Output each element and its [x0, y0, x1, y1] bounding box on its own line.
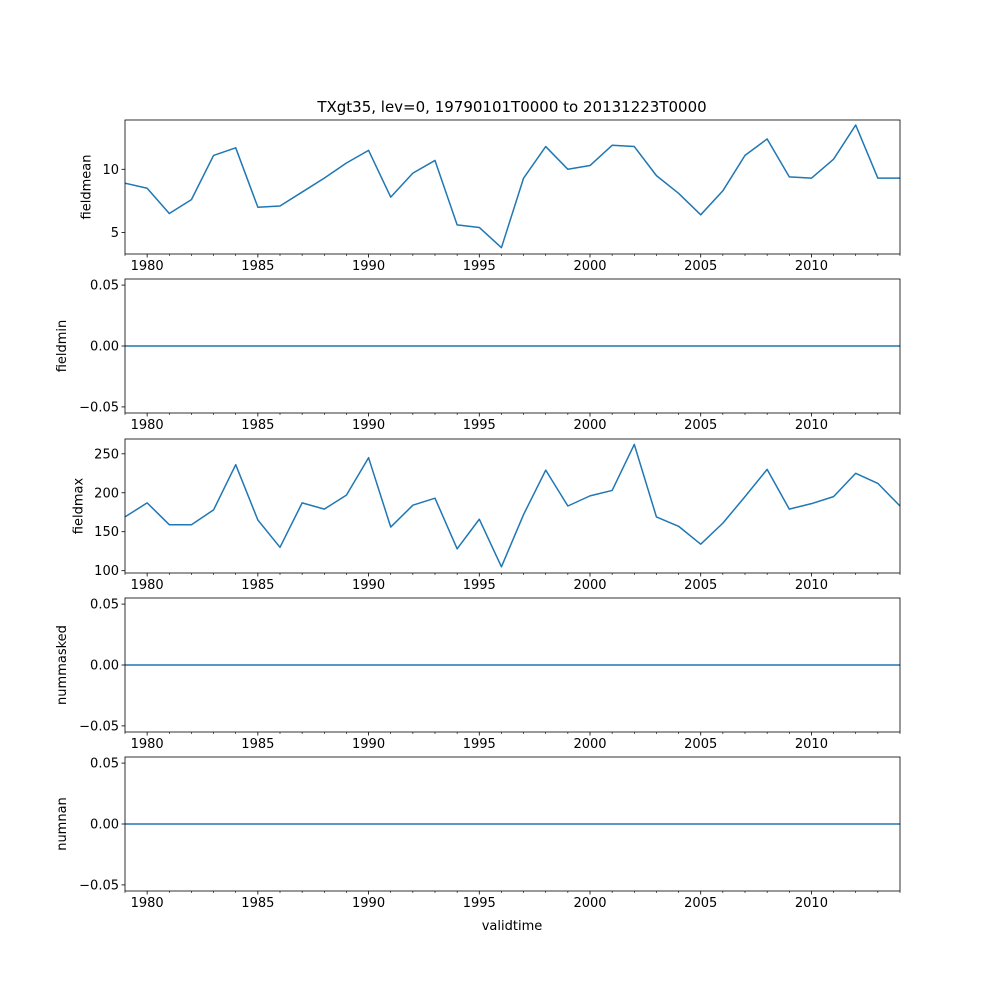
x-tick-label-fieldmean-1990: 1990	[352, 259, 385, 274]
y-tick-label-nummasked: 0.05	[90, 598, 119, 613]
x-tick-label-numnan-1985: 1985	[241, 896, 274, 911]
y-axis-label-fieldmean: fieldmean	[80, 155, 95, 220]
x-tick-label-numnan-1995: 1995	[463, 896, 496, 911]
y-tick-label-fieldmean: 10	[102, 163, 119, 178]
x-tick-label-fieldmin-2010: 2010	[795, 418, 828, 433]
x-tick-label-numnan-1990: 1990	[352, 896, 385, 911]
x-tick-label-numnan-1980: 1980	[131, 896, 164, 911]
y-axis-label-fieldmax: fieldmax	[71, 478, 86, 535]
x-tick-label-fieldmin-2000: 2000	[573, 418, 606, 433]
x-tick-label-fieldmax-1985: 1985	[241, 578, 274, 593]
series-line-fieldmean-0	[124, 124, 900, 249]
x-tick-label-nummasked-2000: 2000	[573, 737, 606, 752]
x-tick-label-fieldmean-2010: 2010	[795, 259, 828, 274]
subplot-fieldmax: 1980 1985 1990 1995 2000 2005 2010 100 150 200 250…	[71, 438, 901, 593]
x-tick-label-nummasked-2010: 2010	[795, 737, 828, 752]
y-tick-label-fieldmax: 200	[94, 486, 119, 501]
chart-title: TXgt35, lev=0, 19790101T0000 to 20131223…	[316, 98, 706, 116]
x-tick-label-fieldmax-2005: 2005	[684, 578, 717, 593]
x-tick-label-numnan-2000: 2000	[573, 896, 606, 911]
x-tick-label-fieldmean-1995: 1995	[463, 259, 496, 274]
x-tick-label-numnan-2005: 2005	[684, 896, 717, 911]
x-tick-label-fieldmean-1985: 1985	[241, 259, 274, 274]
y-tick-label-fieldmax: 100	[94, 564, 119, 579]
y-axis-label-numnan: numnan	[55, 797, 70, 851]
axes-frame-fieldmax	[124, 438, 901, 574]
y-tick-label-fieldmean: 5	[111, 226, 119, 241]
x-tick-label-fieldmin-1985: 1985	[241, 418, 274, 433]
y-tick-label-numnan: 0.05	[90, 757, 119, 772]
axes-frame-fieldmean	[124, 119, 901, 255]
x-tick-label-fieldmax-1990: 1990	[352, 578, 385, 593]
y-tick-label-fieldmax: 150	[94, 525, 119, 540]
y-tick-label-numnan: −0.05	[79, 878, 119, 893]
y-tick-label-fieldmin: 0.05	[90, 279, 119, 294]
x-tick-label-nummasked-1995: 1995	[463, 737, 496, 752]
x-tick-label-fieldmax-1980: 1980	[131, 578, 164, 593]
x-tick-label-numnan-2010: 2010	[795, 896, 828, 911]
x-tick-label-nummasked-2005: 2005	[684, 737, 717, 752]
x-axis-label: validtime	[482, 919, 543, 934]
x-tick-label-fieldmin-1980: 1980	[131, 418, 164, 433]
x-tick-label-fieldmean-1980: 1980	[131, 259, 164, 274]
y-tick-label-numnan: 0.00	[90, 818, 119, 833]
subplot-fieldmin: 1980 1985 1990 1995 2000 2005 2010 −0.05 0.00 0.0…	[55, 279, 901, 433]
y-axis-label-nummasked: nummasked	[55, 625, 70, 705]
y-tick-label-fieldmax: 250	[94, 447, 119, 462]
y-tick-label-fieldmin: −0.05	[79, 400, 119, 415]
x-tick-label-fieldmean-2005: 2005	[684, 259, 717, 274]
x-tick-label-fieldmax-2000: 2000	[573, 578, 606, 593]
x-tick-label-fieldmax-2010: 2010	[795, 578, 828, 593]
x-tick-label-fieldmin-1990: 1990	[352, 418, 385, 433]
x-tick-label-fieldmin-2005: 2005	[684, 418, 717, 433]
x-tick-label-nummasked-1985: 1985	[241, 737, 274, 752]
series-line-fieldmax-0	[124, 443, 901, 568]
x-tick-label-nummasked-1980: 1980	[131, 737, 164, 752]
y-tick-label-nummasked: 0.00	[90, 659, 119, 674]
x-tick-label-fieldmin-1995: 1995	[463, 418, 496, 433]
x-tick-label-nummasked-1990: 1990	[352, 737, 385, 752]
x-tick-label-fieldmax-1995: 1995	[463, 578, 496, 593]
subplot-numnan: 1980 1985 1990 1995 2000 2005 2010 −0.05 0.00 0.0…	[55, 757, 901, 911]
y-tick-label-fieldmin: 0.00	[90, 340, 119, 355]
subplot-nummasked: 1980 1985 1990 1995 2000 2005 2010 −0.05 0.00 0.0…	[55, 598, 901, 752]
y-axis-label-fieldmin: fieldmin	[55, 320, 70, 373]
subplot-fieldmean: 1980 1985 1990 1995 2000 2005 2010 5 10 fieldmean	[80, 119, 901, 274]
x-tick-label-fieldmean-2000: 2000	[573, 259, 606, 274]
subplots: 1980 1985 1990 1995 2000 2005 2010 5 10 fieldmean…	[55, 119, 901, 911]
y-tick-label-nummasked: −0.05	[79, 719, 119, 734]
